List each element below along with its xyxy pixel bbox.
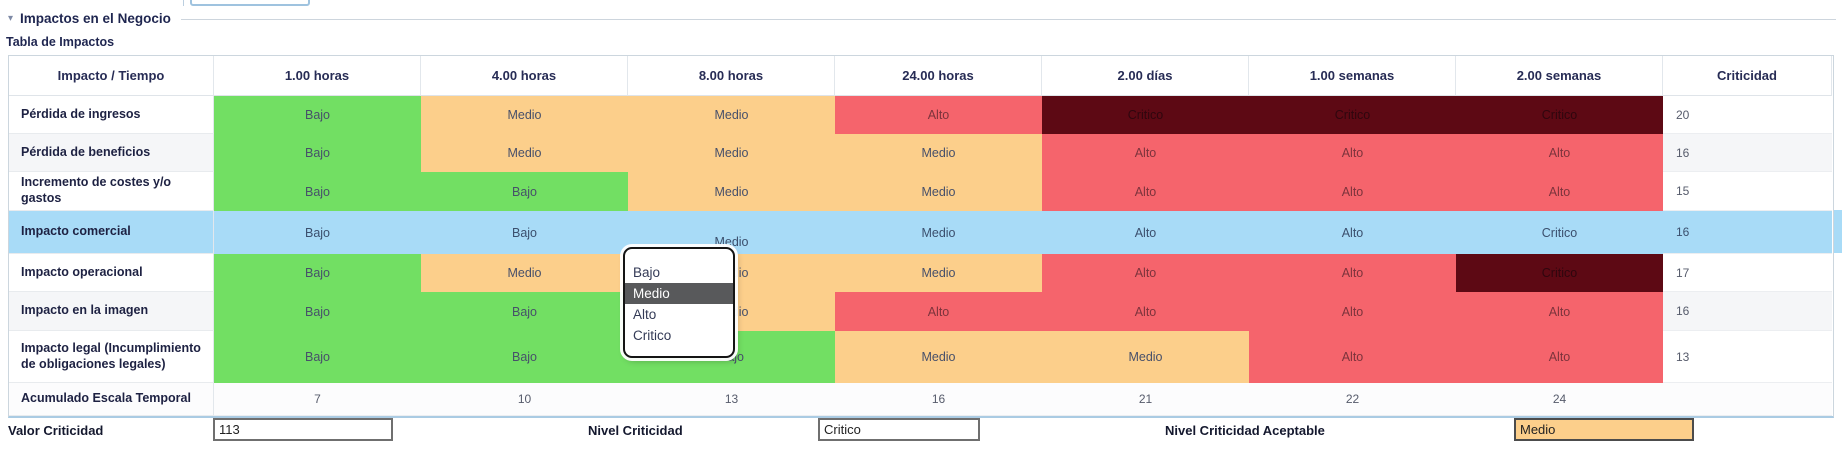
impact-cell[interactable]: Critico [1456, 96, 1663, 134]
impact-cell[interactable]: Alto [835, 96, 1042, 134]
valor-criticidad-label: Valor Criticidad [8, 423, 104, 438]
dropdown-option-alto[interactable]: Alto [633, 307, 657, 322]
nivel-criticidad-label: Nivel Criticidad [588, 423, 683, 438]
section-title: Impactos en el Negocio [20, 11, 171, 26]
impact-cell[interactable]: Alto [1042, 134, 1249, 172]
criticidad-value: 13 [1663, 331, 1832, 383]
nivel-criticidad-aceptable-label: Nivel Criticidad Aceptable [1165, 423, 1325, 438]
impact-cell[interactable]: Alto [1042, 172, 1249, 211]
selected-row-extension [1834, 210, 1842, 253]
cutoff-toolbar-control[interactable] [190, 0, 310, 6]
impact-cell[interactable]: Alto [1456, 134, 1663, 172]
nivel-criticidad-aceptable-input[interactable] [1514, 418, 1694, 441]
impact-cell[interactable]: Medio [628, 211, 835, 254]
criticidad-value: 15 [1663, 172, 1832, 211]
header-cell: 4.00 horas [421, 56, 628, 96]
impact-cell[interactable]: Medio [1042, 331, 1249, 383]
impact-cell[interactable]: Alto [1456, 292, 1663, 331]
dropdown-option-medio[interactable]: Medio [625, 283, 733, 304]
impact-cell[interactable]: Bajo [214, 172, 421, 211]
header-impacto-tiempo: Impacto / Tiempo [9, 56, 214, 96]
acumulado-value: 16 [835, 383, 1042, 416]
impact-cell[interactable]: Alto [1042, 292, 1249, 331]
impact-cell[interactable]: Medio [421, 134, 628, 172]
impact-cell[interactable]: Medio [628, 96, 835, 134]
row-label: Impacto operacional [9, 254, 214, 292]
header-cell: 2.00 semanas [1456, 56, 1663, 96]
impact-cell[interactable]: Alto [1249, 331, 1456, 383]
impact-cell[interactable]: Bajo [421, 292, 628, 331]
table-subtitle: Tabla de Impactos [6, 35, 115, 49]
dropdown-option-critico[interactable]: Critico [633, 328, 672, 343]
impact-cell[interactable]: Alto [1249, 292, 1456, 331]
header-cell: 24.00 horas [835, 56, 1042, 96]
acumulado-value: 22 [1249, 383, 1456, 416]
row-label: Impacto comercial [9, 211, 214, 254]
acumulado-value: 7 [214, 383, 421, 416]
impact-cell[interactable]: Medio [628, 172, 835, 211]
impact-cell[interactable]: Alto [1249, 254, 1456, 292]
impact-cell[interactable]: Alto [835, 292, 1042, 331]
impact-cell[interactable]: Alto [1456, 172, 1663, 211]
impact-cell[interactable]: Bajo [214, 292, 421, 331]
criticidad-value: 16 [1663, 211, 1832, 254]
header-cell: 1.00 semanas [1249, 56, 1456, 96]
impact-cell[interactable]: Bajo [214, 254, 421, 292]
header-cell: 2.00 días [1042, 56, 1249, 96]
row-label: Incremento de costes y/o gastos [9, 172, 214, 211]
criticidad-value [1663, 383, 1832, 416]
acumulado-value: 13 [628, 383, 835, 416]
impact-cell[interactable]: Critico [1249, 96, 1456, 134]
row-label: Impacto legal (Incumplimiento de obligac… [9, 331, 214, 383]
row-label: Impacto en la imagen [9, 292, 214, 331]
impact-cell[interactable]: Bajo [214, 134, 421, 172]
impact-cell[interactable]: Medio [835, 331, 1042, 383]
criticidad-value: 16 [1663, 292, 1832, 331]
collapse-arrow-icon[interactable]: ▾ [8, 13, 14, 24]
impact-cell[interactable]: Alto [1249, 172, 1456, 211]
acumulado-value: 10 [421, 383, 628, 416]
header-cell: 8.00 horas [628, 56, 835, 96]
row-label-acumulado: Acumulado Escala Temporal [9, 383, 214, 416]
impact-cell[interactable]: Bajo [421, 331, 628, 383]
criticidad-value: 17 [1663, 254, 1832, 292]
impact-cell[interactable]: Medio [835, 254, 1042, 292]
impact-cell[interactable]: Critico [1456, 211, 1663, 254]
impact-table: Impacto / Tiempo 1.00 horas 4.00 horas 8.00… [8, 55, 1834, 418]
row-label: Pérdida de beneficios [9, 134, 214, 172]
criticidad-value: 20 [1663, 96, 1832, 134]
impact-cell[interactable]: Medio [421, 96, 628, 134]
section-rule [180, 19, 1836, 20]
impact-cell[interactable]: Medio [835, 134, 1042, 172]
impact-cell[interactable]: Alto [1249, 211, 1456, 254]
impact-cell[interactable]: Alto [1042, 211, 1249, 254]
section-header: ▾ Impactos en el Negocio [8, 11, 1836, 26]
impact-cell[interactable]: Medio [835, 172, 1042, 211]
header-cell: Criticidad [1663, 56, 1832, 96]
acumulado-value: 21 [1042, 383, 1249, 416]
impact-cell[interactable]: Medio [628, 134, 835, 172]
row-label: Pérdida de ingresos [9, 96, 214, 134]
nivel-criticidad-input[interactable] [818, 418, 980, 441]
level-dropdown[interactable]: Bajo Medio Alto Critico [623, 247, 735, 358]
impact-cell[interactable]: Bajo [214, 211, 421, 254]
impact-cell[interactable]: Alto [1042, 254, 1249, 292]
impact-cell[interactable]: Bajo [214, 96, 421, 134]
impact-cell[interactable]: Bajo [421, 172, 628, 211]
impact-cell[interactable]: Critico [1456, 254, 1663, 292]
acumulado-value: 24 [1456, 383, 1663, 416]
criticidad-value: 16 [1663, 134, 1832, 172]
valor-criticidad-input[interactable] [213, 418, 393, 441]
impact-cell[interactable]: Alto [1249, 134, 1456, 172]
impact-cell[interactable]: Bajo [421, 211, 628, 254]
impact-cell[interactable]: Critico [1042, 96, 1249, 134]
dropdown-option-bajo[interactable]: Bajo [633, 265, 661, 280]
impact-cell[interactable]: Medio [421, 254, 628, 292]
header-cell: 1.00 horas [214, 56, 421, 96]
impact-cell[interactable]: Alto [1456, 331, 1663, 383]
impact-cell[interactable]: Bajo [214, 331, 421, 383]
cutoff-divider [183, 0, 184, 6]
impact-cell[interactable]: Medio [835, 211, 1042, 254]
